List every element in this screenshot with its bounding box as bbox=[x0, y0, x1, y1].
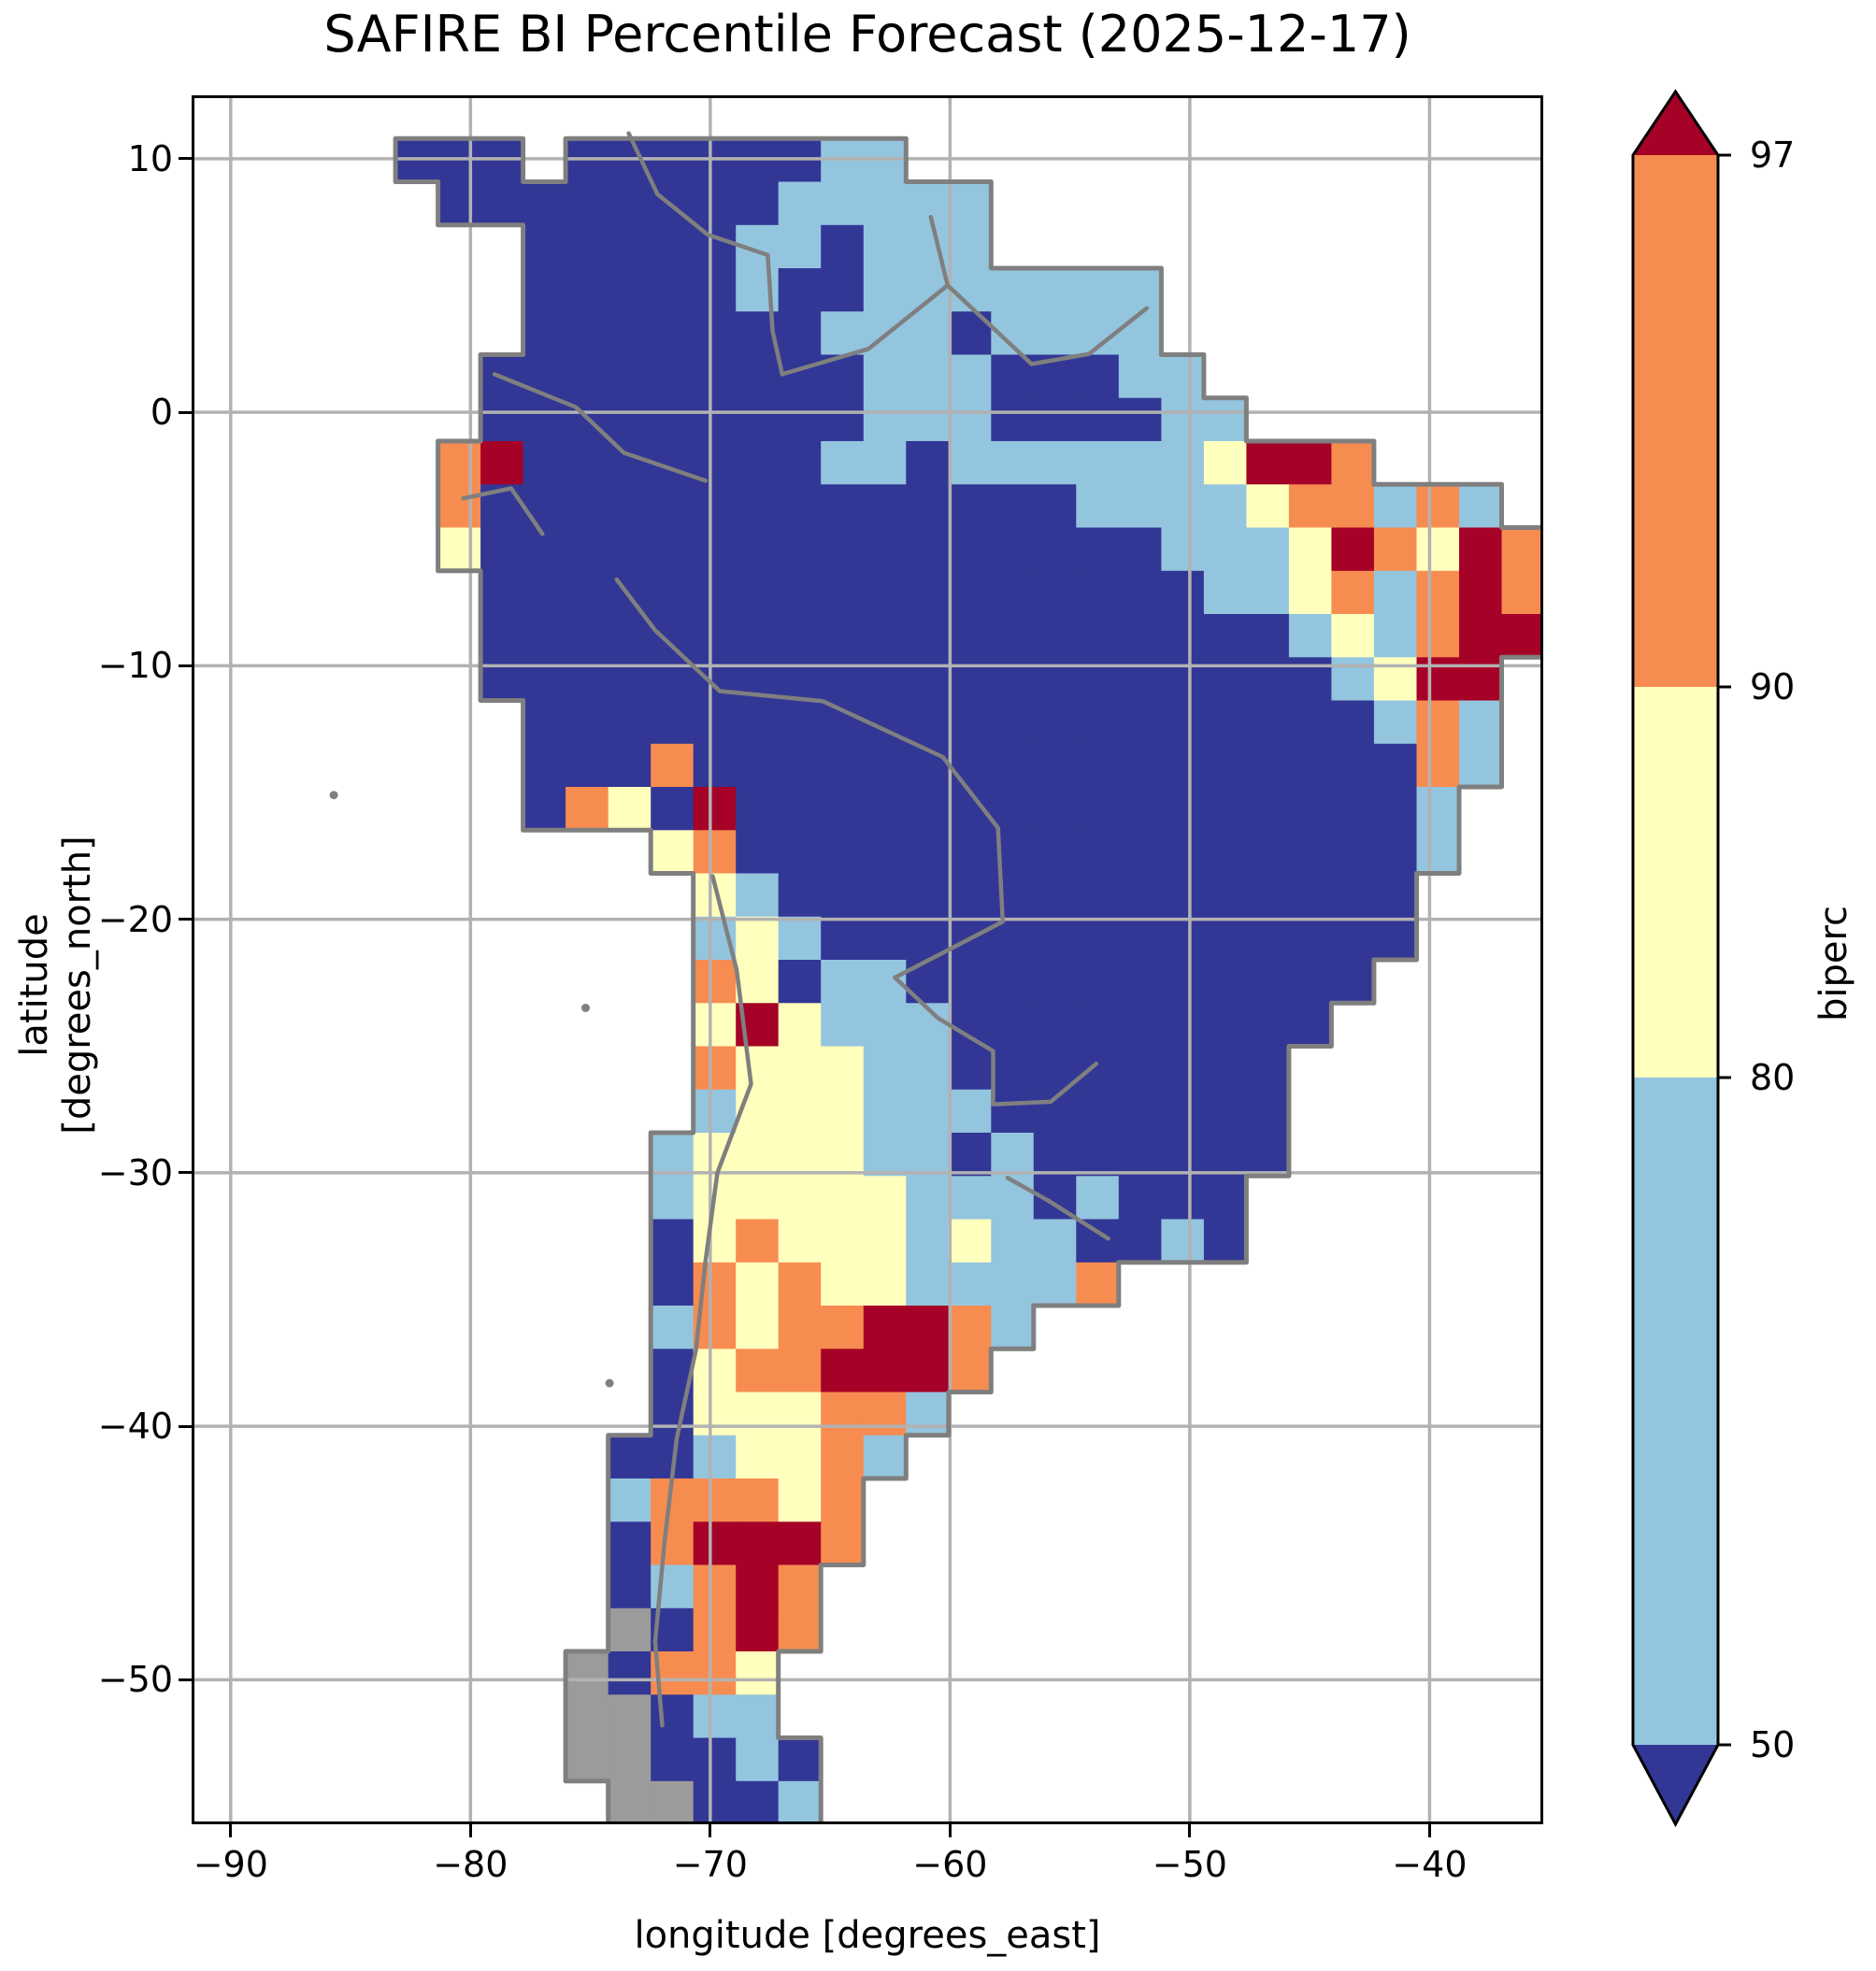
y-tick-label: −10 bbox=[97, 645, 173, 687]
colorbar-label: biperc bbox=[1812, 905, 1855, 1022]
colorbar bbox=[1631, 89, 1731, 1828]
gridlines bbox=[192, 95, 1543, 1824]
x-tick-mark bbox=[709, 1824, 712, 1837]
y-tick-label: −50 bbox=[97, 1659, 173, 1701]
y-tick-label: −20 bbox=[97, 898, 173, 940]
y-tick-mark bbox=[179, 918, 192, 921]
y-axis-label: latitude [degrees_north] bbox=[13, 836, 99, 1135]
island-dot bbox=[605, 1378, 614, 1388]
x-tick-mark bbox=[468, 1824, 472, 1837]
x-axis-label: longitude [degrees_east] bbox=[634, 1914, 1101, 1957]
island-dot bbox=[329, 791, 338, 800]
country-borders bbox=[461, 131, 1149, 1728]
y-tick-mark bbox=[179, 157, 192, 161]
x-tick-label: −80 bbox=[433, 1844, 508, 1885]
colorbar-tick-label: 90 bbox=[1750, 666, 1796, 707]
x-tick-label: −90 bbox=[193, 1844, 268, 1885]
plot-frame bbox=[192, 95, 1543, 1824]
colorbar-tick-label: 80 bbox=[1750, 1057, 1796, 1098]
x-tick-mark bbox=[1188, 1824, 1192, 1837]
x-tick-label: −60 bbox=[912, 1844, 988, 1885]
y-tick-mark bbox=[179, 664, 192, 667]
coastline bbox=[393, 136, 1543, 1824]
y-tick-mark bbox=[179, 1171, 192, 1175]
y-tick-label: 10 bbox=[127, 137, 173, 179]
colorbar-tick-label: 97 bbox=[1750, 135, 1796, 176]
x-tick-mark bbox=[229, 1824, 233, 1837]
south-america-map bbox=[192, 95, 1543, 1824]
x-tick-label: −50 bbox=[1152, 1844, 1227, 1885]
y-tick-mark bbox=[179, 1678, 192, 1681]
x-tick-mark bbox=[948, 1824, 952, 1837]
x-tick-label: −40 bbox=[1392, 1844, 1468, 1885]
island-dot bbox=[581, 1004, 590, 1012]
y-tick-label: −30 bbox=[97, 1151, 173, 1193]
y-tick-mark bbox=[179, 1424, 192, 1428]
colorbar-tick-label: 50 bbox=[1750, 1724, 1796, 1765]
x-tick-mark bbox=[1427, 1824, 1431, 1837]
y-tick-label: −40 bbox=[97, 1406, 173, 1448]
y-tick-label: 0 bbox=[150, 392, 173, 434]
x-tick-label: −70 bbox=[672, 1844, 748, 1885]
raster-cells bbox=[395, 138, 1543, 1824]
page-title: SAFIRE BI Percentile Forecast (2025-12-1… bbox=[323, 5, 1411, 64]
y-tick-mark bbox=[179, 410, 192, 414]
